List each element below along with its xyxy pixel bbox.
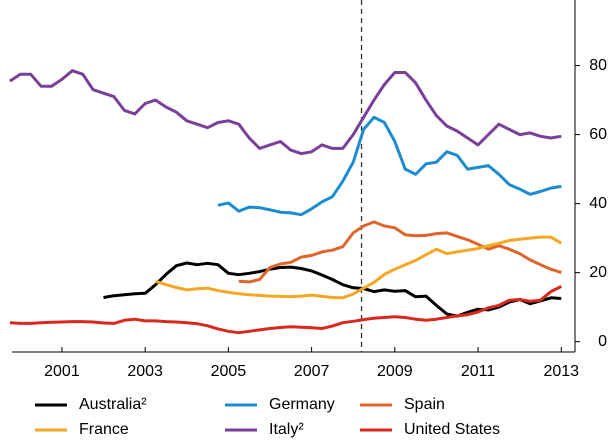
legend-label: France <box>79 421 129 438</box>
x-tick-label: 2001 <box>44 363 80 380</box>
y-tick-label: 80 <box>589 57 607 74</box>
y-tick-label: 20 <box>589 264 607 281</box>
legend-label: Spain <box>404 396 445 413</box>
x-tick-label: 2011 <box>461 363 496 380</box>
series-line <box>155 235 563 300</box>
y-tick-label: 0 <box>598 333 607 350</box>
x-tick-label: 2009 <box>377 363 413 380</box>
legend-label: Italy² <box>269 421 304 438</box>
y-tick-label: 40 <box>589 195 607 212</box>
x-tick-label: 2003 <box>127 363 163 380</box>
series-line <box>9 285 562 335</box>
x-tick-label: 2013 <box>543 363 579 380</box>
legend-label: Australia² <box>79 396 147 413</box>
series-line <box>238 220 562 284</box>
x-tick-label: 2005 <box>211 363 247 380</box>
y-tick-label: 60 <box>589 126 607 143</box>
legend-label: United States <box>404 421 500 438</box>
series-line <box>9 69 562 156</box>
x-tick-label: 2007 <box>294 363 330 380</box>
legend-label: Germany <box>269 396 335 413</box>
series-line <box>217 115 562 217</box>
